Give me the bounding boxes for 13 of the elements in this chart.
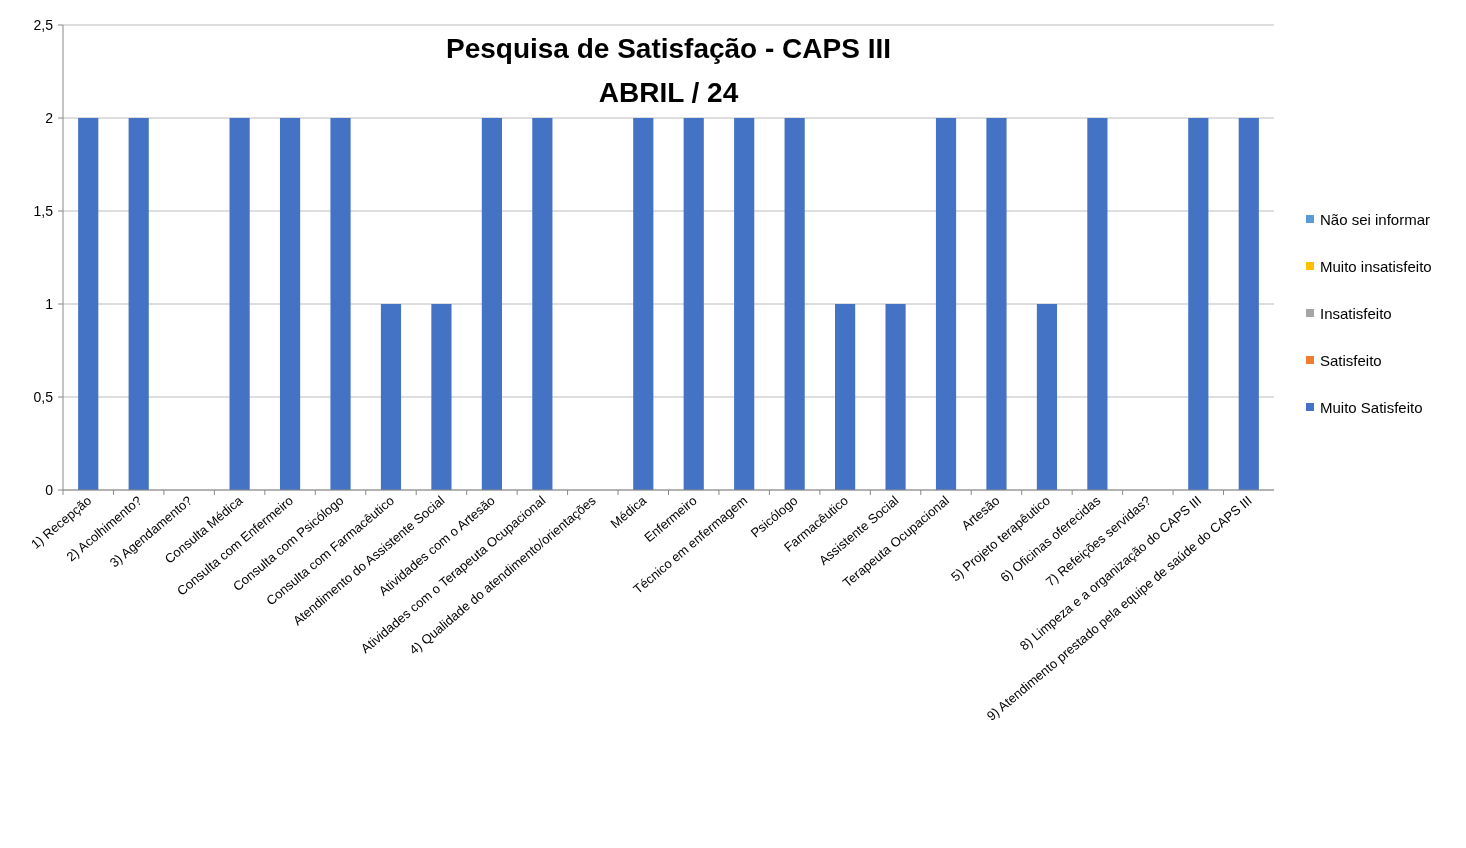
y-tick-label: 0 xyxy=(45,481,54,498)
legend-label: Satisfeito xyxy=(1320,352,1382,370)
y-tick-label: 0,5 xyxy=(33,388,54,405)
y-tick-label: 1,5 xyxy=(33,202,54,219)
legend-label: Muito Satisfeito xyxy=(1320,399,1423,417)
legend-label: Insatisfeito xyxy=(1320,305,1392,323)
y-tick-label: 2,5 xyxy=(33,16,54,33)
y-tick-label: 2 xyxy=(45,109,54,126)
legend-label: Muito insatisfeito xyxy=(1320,258,1432,276)
legend-label: Não sei informar xyxy=(1320,211,1431,229)
y-tick-label: 1 xyxy=(45,295,54,312)
text: ABRIL / 24 xyxy=(598,77,739,108)
chart-title: Pesquisa de Satisfação - CAPS III xyxy=(445,33,892,64)
